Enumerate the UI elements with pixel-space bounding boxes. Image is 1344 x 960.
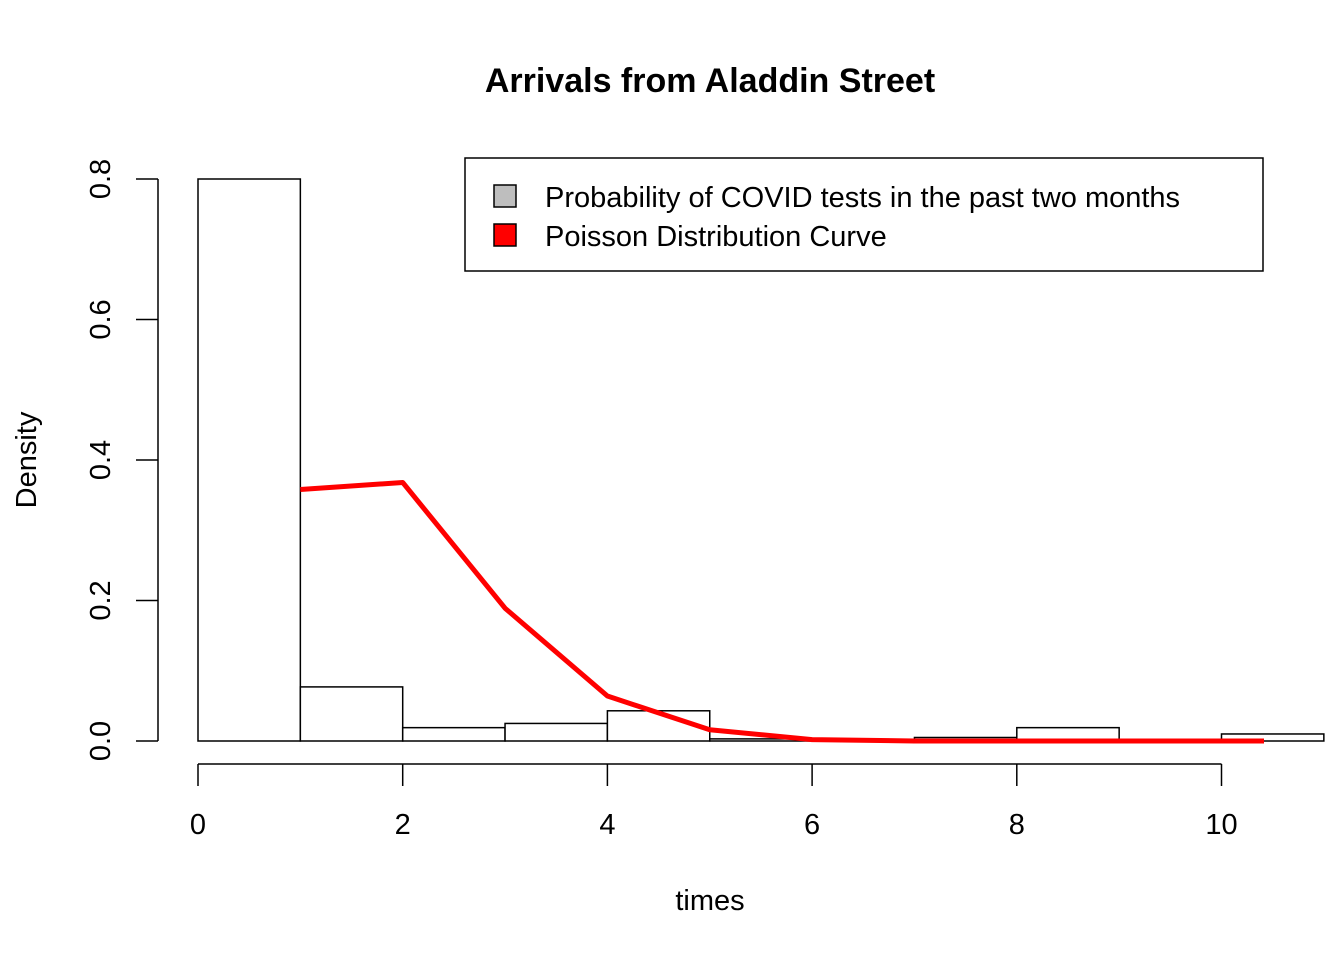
y-tick-label-2: 0.4	[85, 440, 117, 480]
y-tick-label-4: 0.8	[85, 159, 117, 199]
x-tick-label-5: 10	[1205, 809, 1237, 841]
poisson-curve-line	[300, 479, 1264, 744]
histogram-bar-10	[1220, 733, 1325, 742]
legend-box	[464, 157, 1264, 272]
y-axis: 0.0 0.2 0.4 0.6 0.8	[85, 159, 159, 761]
x-tick-label-1: 2	[395, 809, 411, 841]
histogram-bar-3	[504, 722, 609, 742]
x-axis: 0 2 4 6 8 10	[190, 763, 1238, 841]
y-tick-label-3: 0.6	[85, 299, 117, 339]
legend-label-histogram: Probability of COVID tests in the past t…	[545, 182, 1180, 214]
y-tick-label-1: 0.2	[85, 580, 117, 620]
x-axis-label: times	[675, 885, 744, 917]
histogram-bar-1	[299, 686, 404, 742]
legend-swatch-histogram	[493, 184, 517, 208]
chart-title: Arrivals from Aladdin Street	[485, 62, 935, 100]
y-tick-label-0: 0.0	[85, 721, 117, 761]
poisson-curve	[300, 479, 1264, 744]
histogram-bar-4	[606, 710, 711, 742]
legend-label-poisson: Poisson Distribution Curve	[545, 221, 887, 253]
legend-swatch-poisson	[493, 223, 517, 247]
legend: Probability of COVID tests in the past t…	[464, 157, 1264, 272]
x-tick-label-0: 0	[190, 809, 206, 841]
y-axis-label: Density	[11, 411, 43, 508]
x-tick-label-4: 8	[1009, 809, 1025, 841]
x-tick-label-3: 6	[804, 809, 820, 841]
histogram-bar-0	[197, 178, 302, 742]
x-tick-label-2: 4	[599, 809, 615, 841]
histogram-bar-2	[401, 726, 506, 742]
